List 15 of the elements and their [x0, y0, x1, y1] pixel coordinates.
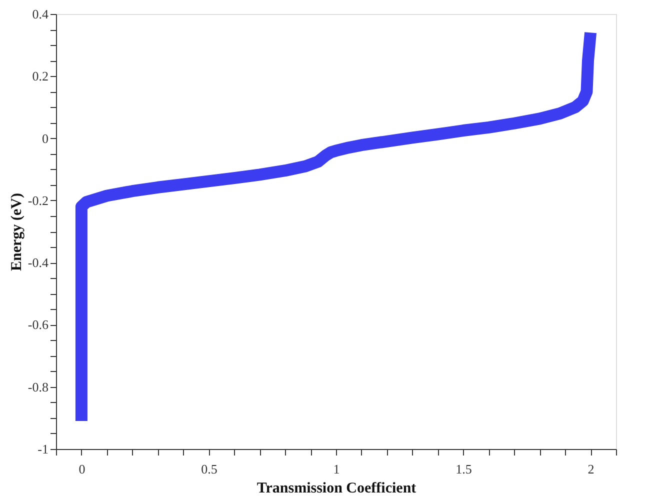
x-tick-label: 1 — [333, 462, 340, 476]
x-tick-label: 1.5 — [456, 462, 472, 476]
y-tick-label: -0.2 — [28, 192, 48, 208]
y-tick-label: -1 — [38, 442, 48, 456]
x-tick-label: 0.5 — [201, 462, 218, 476]
y-tick-label: 0.2 — [32, 68, 48, 84]
y-tick-label: 0.4 — [32, 6, 49, 22]
y-tick-label: -0.4 — [28, 255, 49, 270]
x-tick-label: 0 — [78, 462, 86, 476]
x-axis-title: Transmission Coefficient — [256, 480, 416, 496]
y-tick-label: -0.8 — [28, 379, 48, 394]
y-tick-label: 0 — [42, 130, 48, 146]
x-tick-label: 2 — [588, 462, 594, 476]
y-axis-title: Energy (eV) — [8, 193, 25, 271]
y-tick-label: -0.6 — [28, 317, 49, 332]
